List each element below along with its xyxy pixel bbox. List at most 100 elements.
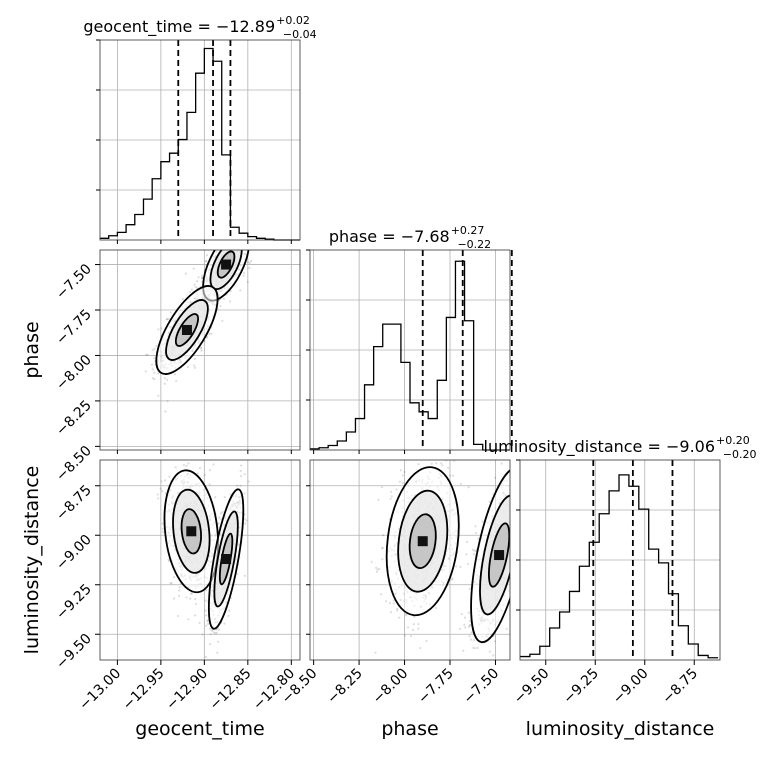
scatter-point: [178, 589, 181, 592]
scatter-point: [169, 582, 172, 585]
scatter-point: [239, 484, 242, 487]
scatter-point: [231, 247, 233, 249]
scatter-point: [161, 530, 165, 534]
scatter-point: [514, 557, 516, 559]
scatter-point: [264, 224, 266, 226]
scatter-point: [510, 575, 512, 577]
density-peak: [181, 325, 192, 335]
scatter-point: [465, 553, 468, 556]
scatter-point: [537, 498, 539, 500]
scatter-point: [153, 378, 156, 381]
scatter-point: [395, 488, 398, 491]
scatter-point: [146, 353, 149, 356]
y-tick-label: −9.50: [53, 631, 95, 673]
scatter-point: [230, 246, 232, 248]
y-tick-label: −8.75: [53, 482, 95, 524]
scatter-point: [516, 522, 518, 524]
scatter-point: [157, 372, 160, 375]
scatter-point: [230, 246, 232, 248]
scatter-point: [435, 462, 438, 465]
scatter-point: [173, 373, 177, 376]
scatter-point: [514, 483, 516, 485]
scatter-point: [164, 479, 167, 482]
scatter-point: [205, 624, 208, 627]
scatter-point: [521, 523, 523, 525]
scatter-point: [493, 640, 497, 643]
scatter-point: [513, 519, 515, 521]
scatter-point: [172, 597, 176, 600]
scatter-point: [513, 523, 515, 525]
scatter-point: [203, 339, 206, 343]
scatter-point: [481, 520, 484, 523]
scatter-point: [236, 247, 238, 249]
scatter-point: [236, 233, 238, 235]
scatter-point: [189, 597, 192, 600]
scatter-point: [528, 481, 530, 483]
scatter-point: [500, 462, 503, 465]
scatter-point: [453, 460, 456, 463]
scatter-point: [226, 247, 228, 249]
scatter-point: [228, 244, 230, 246]
scatter-point: [185, 464, 188, 467]
scatter-point: [160, 480, 163, 483]
scatter-point: [223, 243, 225, 245]
scatter-point: [226, 246, 228, 248]
x-tick-label: −8.25: [324, 666, 366, 708]
scatter-point: [525, 520, 527, 522]
scatter-point: [240, 474, 243, 478]
scatter-point: [511, 609, 513, 611]
scatter-point: [240, 245, 242, 247]
scatter-point: [234, 243, 236, 245]
scatter-point: [488, 500, 491, 503]
scatter-point: [512, 557, 514, 559]
scatter-point: [392, 602, 395, 605]
x-tick-label: −7.75: [415, 666, 457, 708]
scatter-point: [245, 225, 247, 227]
scatter-point: [226, 245, 228, 247]
scatter-point: [217, 640, 220, 643]
scatter-point: [468, 623, 471, 627]
scatter-point: [523, 593, 525, 595]
scatter-point: [522, 517, 524, 519]
scatter-point: [513, 464, 515, 466]
scatter-point: [204, 655, 207, 659]
scatter-point: [512, 522, 514, 524]
scatter-point: [230, 244, 232, 246]
scatter-point: [219, 305, 222, 308]
scatter-point: [516, 538, 518, 540]
scatter-point: [226, 246, 228, 248]
scatter-point: [253, 247, 255, 249]
scatter-point: [529, 481, 531, 483]
scatter-point: [184, 272, 187, 275]
scatter-point: [243, 238, 245, 240]
density-peak: [417, 536, 428, 547]
scatter-point: [516, 498, 518, 500]
scatter-point: [212, 631, 216, 634]
scatter-point: [144, 370, 147, 373]
title-geocent-time: geocent_time = −12.89+0.02 −0.04: [83, 14, 316, 41]
scatter-point: [234, 241, 236, 243]
scatter-point: [234, 244, 236, 246]
scatter-point: [230, 245, 232, 247]
scatter-point: [532, 492, 534, 494]
scatter-point: [204, 260, 207, 263]
scatter-point: [241, 241, 243, 243]
scatter-point: [187, 462, 190, 465]
scatter-point: [234, 231, 236, 233]
scatter-point: [197, 276, 200, 279]
scatter-point: [240, 247, 242, 249]
scatter-point: [145, 353, 148, 356]
scatter-point: [204, 609, 207, 612]
scatter-point: [522, 565, 524, 567]
scatter-point: [511, 467, 513, 469]
scatter-point: [151, 348, 154, 352]
scatter-point: [193, 364, 196, 367]
scatter-point: [227, 229, 229, 231]
scatter-point: [520, 476, 522, 478]
scatter-point: [210, 332, 213, 335]
title-phase: phase = −7.68+0.27 −0.22: [329, 224, 491, 251]
scatter-point: [517, 515, 519, 517]
scatter-point: [164, 410, 167, 413]
scatter-point: [199, 346, 202, 349]
